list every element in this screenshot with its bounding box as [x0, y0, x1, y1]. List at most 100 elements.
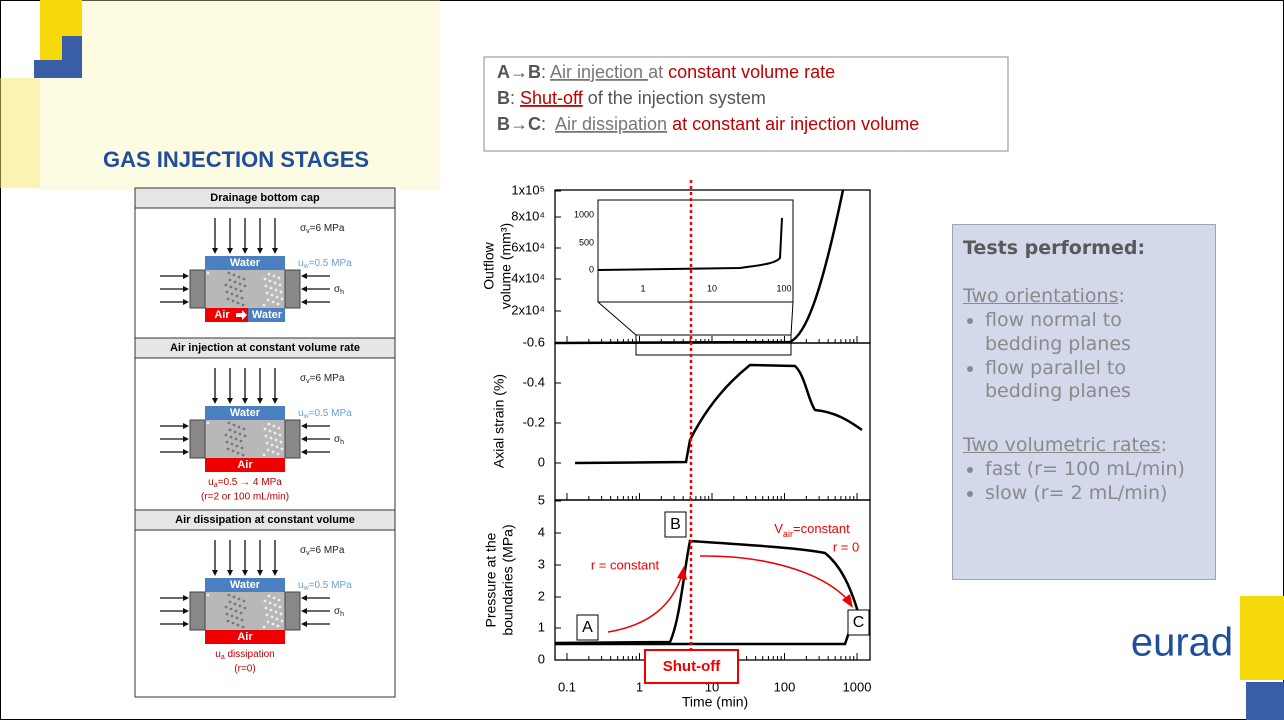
y-tick-label: 3 [538, 556, 545, 571]
side-plate [284, 269, 301, 309]
speckle [275, 295, 279, 299]
shutoff-label: Shut-off [663, 658, 721, 675]
deco-blue [34, 60, 82, 78]
speckle [273, 431, 277, 435]
speckle [276, 624, 280, 628]
speckle [232, 273, 236, 277]
panel-heading-bar [134, 187, 396, 209]
arrow-head [227, 248, 233, 254]
outflow-curve [554, 189, 845, 345]
speckle [266, 448, 270, 452]
speckle [227, 421, 231, 425]
air-layer [205, 458, 285, 472]
panel-heading-bar [134, 509, 396, 531]
speckle [275, 617, 279, 621]
arrow-head [301, 423, 307, 429]
subscript: w [303, 413, 310, 420]
stage-segment: of the injection system [583, 88, 766, 108]
speckle [267, 422, 271, 426]
subscript: w [303, 263, 310, 270]
y-axis-label: volume (mm³) [498, 223, 514, 309]
speckle [228, 428, 232, 432]
speckle [232, 423, 236, 427]
subscript: h [340, 439, 344, 446]
rates-heading: Two volumetric rates: [963, 434, 1205, 456]
speckle [227, 593, 231, 597]
arrow-head [677, 566, 687, 580]
speckle [240, 296, 244, 300]
flow-arrow [236, 310, 247, 320]
air-label: Air [237, 631, 253, 643]
speckle [234, 287, 238, 291]
speckle [241, 303, 245, 307]
speckle [232, 595, 236, 599]
pore-label: uw=0.5 MPa [298, 408, 352, 421]
stage-segment: at constant air injection volume [667, 114, 919, 134]
speckle [273, 603, 277, 607]
y-axis-label: Axial strain (%) [491, 374, 507, 468]
arrow-head [183, 423, 189, 429]
zoom-line [597, 301, 637, 336]
speckle [237, 425, 241, 429]
speckle [225, 290, 229, 294]
y-tick-label: 0 [538, 651, 545, 666]
arrow-head [301, 299, 307, 305]
orientations-heading: Two orientations: [963, 285, 1205, 307]
y-tick-label: -0.4 [523, 374, 545, 389]
subscript: h [340, 611, 344, 618]
lateral-label: σh [334, 606, 344, 619]
arrow-head [257, 398, 263, 404]
speckle [272, 424, 276, 428]
annotation: r = 0 [833, 539, 859, 554]
text-part: =6 MPa [310, 223, 345, 234]
speckle [240, 618, 244, 622]
arrow-head [183, 436, 189, 442]
arrow-head [183, 608, 189, 614]
rates-list: fast (r= 100 mL/min) slow (r= 2 mL/min) [963, 458, 1205, 506]
speckle [206, 593, 210, 597]
stage-segment: B [497, 88, 510, 108]
arrow-head [301, 436, 307, 442]
subscript: a [214, 482, 218, 489]
speckle [262, 453, 266, 457]
speckle [230, 292, 234, 296]
speckle [242, 599, 246, 603]
speckle [224, 605, 228, 609]
deco-yellow [0, 78, 40, 188]
arrow-head [272, 570, 278, 576]
strain-curve [574, 363, 863, 465]
speckle [277, 426, 281, 430]
y-tick-label: 4 [538, 524, 545, 539]
stage-segment: constant volume rate [668, 62, 835, 82]
arrow-head [301, 286, 307, 292]
arrow-head [301, 608, 307, 614]
annotation: r = constant [591, 557, 660, 572]
speckle [226, 619, 230, 623]
speckle [263, 599, 267, 603]
speckle [234, 437, 238, 441]
text-part: dissipation [225, 649, 275, 660]
text-part: σ [334, 606, 341, 617]
text-part: =6 MPa [310, 373, 345, 384]
arrow-head [212, 570, 218, 576]
x-axis-label: Time (min) [682, 694, 748, 710]
outlet-label: Water [252, 309, 283, 321]
panel-heading: Air injection at constant volume rate [170, 342, 360, 354]
speckle [233, 602, 237, 606]
air-pressure-label: ua=0.5 → 4 MPa [208, 477, 282, 490]
inset-x-label: 100 [776, 283, 791, 293]
text-part: u [298, 258, 304, 269]
x-tick-label: 0.1 [558, 679, 576, 694]
speckle [243, 284, 247, 288]
rate-label: (r=0) [234, 664, 255, 675]
text-part: u [298, 408, 304, 419]
arrow-head [257, 248, 263, 254]
speckle [239, 611, 243, 615]
arrow-head [242, 570, 248, 576]
speckle [266, 298, 270, 302]
speckle [269, 286, 273, 290]
text-part: =constant [793, 521, 850, 536]
text-part: σ [334, 434, 341, 445]
arrow-head [183, 621, 189, 627]
side-plate [189, 591, 206, 631]
